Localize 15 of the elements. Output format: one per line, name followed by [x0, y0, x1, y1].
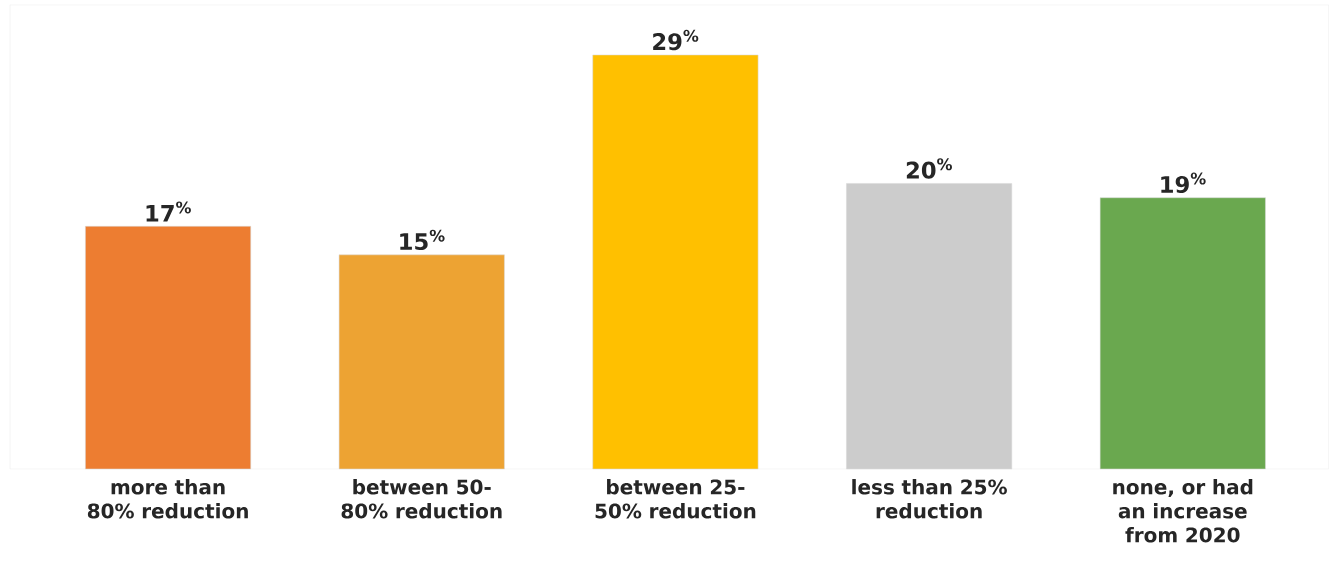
data-label: 17$^{%}$ [146, 201, 191, 222]
bar [1099, 197, 1266, 470]
data-label: 20$^{%}$ [906, 158, 952, 179]
x-tick-label: less than 25% reduction [852, 479, 1007, 519]
data-label: 19$^{%}$ [1161, 172, 1206, 194]
data-label: 15$^{%}$ [400, 229, 445, 251]
bar [846, 183, 1013, 470]
bar [592, 54, 759, 470]
bar [85, 226, 251, 470]
bar [338, 254, 505, 470]
x-tick-label: between 50-80% reduction [341, 479, 502, 519]
x-tick-label: more than 80% reduction [87, 479, 248, 519]
x-tick-label: none, or had an increase from 2020 [1113, 479, 1253, 543]
data-label: 29$^{%}$ [653, 29, 699, 51]
x-tick-label: between 25-50% reduction [595, 479, 756, 519]
